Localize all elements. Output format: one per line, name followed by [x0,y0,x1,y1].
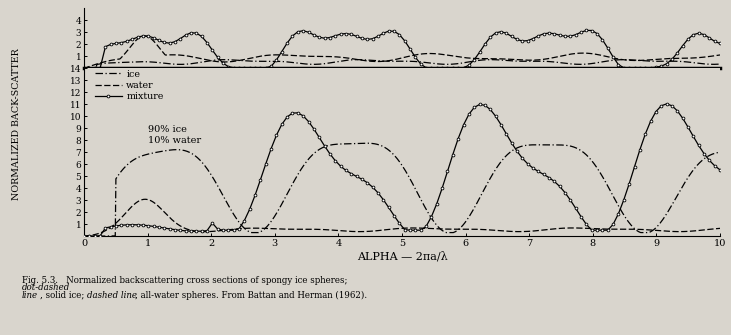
X-axis label: ALPHA — 2πa/λ: ALPHA — 2πa/λ [357,251,447,261]
Text: , solid ice;: , solid ice; [40,291,87,300]
Text: , all-water spheres. From Battan and Herman (1962).: , all-water spheres. From Battan and Her… [135,291,368,300]
Text: NORMALIZED BACK-SCATTER: NORMALIZED BACK-SCATTER [12,48,20,200]
Text: Fig. 5.3.   Normalized backscattering cross sections of spongy ice spheres;: Fig. 5.3. Normalized backscattering cros… [22,276,350,285]
Legend: ice, water, mixture: ice, water, mixture [95,70,164,102]
Text: line: line [22,291,38,300]
Text: dashed line: dashed line [87,291,137,300]
Text: 90% ice
10% water: 90% ice 10% water [148,125,201,145]
Text: dot-dashed: dot-dashed [22,283,70,292]
